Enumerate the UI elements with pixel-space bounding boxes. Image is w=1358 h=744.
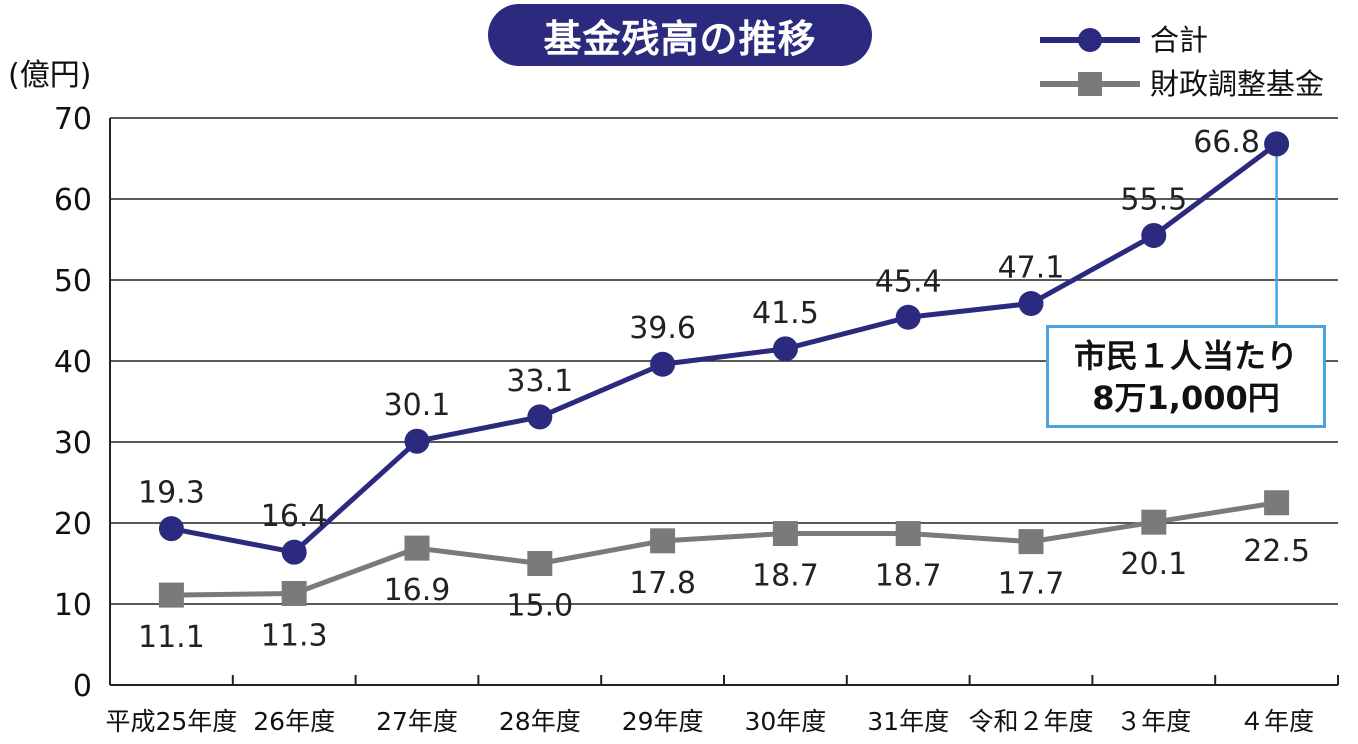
data-point-1 xyxy=(281,580,307,606)
data-point-0 xyxy=(527,404,553,430)
data-point-0 xyxy=(281,539,307,565)
chart-title: 基金残高の推移 xyxy=(488,4,872,66)
x-tick-label: 平成25年度 xyxy=(105,707,237,736)
data-label-0: 45.4 xyxy=(875,264,942,299)
data-label-0: 16.4 xyxy=(261,499,328,534)
x-tick-label: 31年度 xyxy=(867,707,949,736)
legend: 合計 財政調整基金 xyxy=(1040,23,1324,101)
data-label-1: 17.8 xyxy=(629,566,696,601)
y-tick-label: 30 xyxy=(54,426,92,461)
series-layer xyxy=(158,131,1290,608)
x-tick-label: 26年度 xyxy=(253,707,335,736)
x-tick-label: ４年度 xyxy=(1239,707,1314,736)
x-tick-label: 27年度 xyxy=(376,707,458,736)
data-label-0: 39.6 xyxy=(629,311,696,346)
x-tick-label: ３年度 xyxy=(1116,707,1191,736)
data-point-0 xyxy=(1264,131,1290,157)
chart-title-text: 基金残高の推移 xyxy=(543,16,817,61)
legend-fiscal-label: 財政調整基金 xyxy=(1150,67,1324,101)
data-point-1 xyxy=(1141,509,1167,535)
data-point-1 xyxy=(1264,490,1290,516)
data-label-0: 55.5 xyxy=(1120,182,1187,217)
y-tick-label: 20 xyxy=(54,507,92,542)
data-point-1 xyxy=(772,521,798,547)
data-label-0: 33.1 xyxy=(506,364,573,399)
data-point-0 xyxy=(895,304,921,330)
data-label-0: 19.3 xyxy=(138,476,205,511)
data-point-1 xyxy=(650,528,676,554)
y-tick-label: 50 xyxy=(54,264,92,299)
x-tick-label: 28年度 xyxy=(499,707,581,736)
data-label-0: 66.8 xyxy=(1193,125,1260,160)
data-point-1 xyxy=(404,535,430,561)
x-tick-label: 令和２年度 xyxy=(968,707,1093,736)
data-label-1: 17.7 xyxy=(998,567,1065,602)
y-tick-label: 70 xyxy=(54,102,92,137)
legend-total-label: 合計 xyxy=(1150,23,1208,57)
data-label-1: 16.9 xyxy=(384,573,451,608)
data-label-1: 15.0 xyxy=(506,589,573,624)
data-label-1: 11.1 xyxy=(138,620,205,655)
y-tick-labels: 0 10 20 30 40 50 60 70 xyxy=(54,102,92,704)
data-point-1 xyxy=(895,521,921,547)
data-point-0 xyxy=(158,516,184,542)
y-tick-label: 10 xyxy=(54,588,92,623)
callout-line-1: 市民１人当たり xyxy=(1073,336,1298,375)
data-labels: 19.3 16.4 30.1 33.1 39.6 41.5 45.4 47.1 55.566.8… xyxy=(138,125,1310,655)
data-label-1: 22.5 xyxy=(1243,534,1310,569)
y-tick-label: 60 xyxy=(54,183,92,218)
data-point-0 xyxy=(650,351,676,377)
data-label-1: 18.7 xyxy=(752,559,819,594)
data-label-1: 20.1 xyxy=(1120,547,1187,582)
x-tick-labels: 平成25年度 26年度 27年度 28年度 29年度 30年度 31年度 令和２年度 ３年度 ４年… xyxy=(105,707,1314,736)
x-tick-label: 29年度 xyxy=(622,707,704,736)
data-point-0 xyxy=(1018,290,1044,316)
callout-line-2: 8万1,000円 xyxy=(1092,378,1280,417)
series-line-0 xyxy=(170,141,1279,555)
grid-lines xyxy=(110,117,1338,605)
data-point-0 xyxy=(404,428,430,454)
y-unit-label: (億円) xyxy=(8,58,92,93)
data-label-1: 11.3 xyxy=(261,618,328,653)
x-tick-label: 30年度 xyxy=(744,707,826,736)
axes xyxy=(109,118,1339,686)
per-capita-callout: 市民１人当たり 8万1,000円 xyxy=(1046,325,1326,428)
data-point-1 xyxy=(527,551,553,576)
data-point-1 xyxy=(158,582,184,608)
data-label-0: 30.1 xyxy=(384,388,451,423)
series-line-1 xyxy=(171,500,1277,598)
data-point-1 xyxy=(1018,529,1044,555)
data-point-0 xyxy=(1141,222,1167,248)
y-tick-label: 0 xyxy=(73,669,92,704)
data-label-0: 41.5 xyxy=(752,296,819,331)
legend-fiscal-marker xyxy=(1078,72,1102,96)
y-tick-label: 40 xyxy=(54,345,92,380)
data-point-0 xyxy=(772,336,798,362)
data-label-0: 47.1 xyxy=(998,250,1065,285)
legend-total-marker xyxy=(1078,28,1102,52)
data-label-1: 18.7 xyxy=(875,559,942,594)
